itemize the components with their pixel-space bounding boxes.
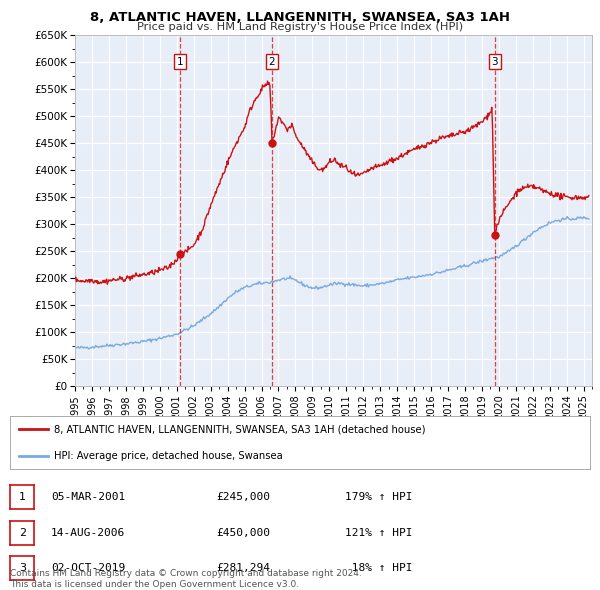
Text: 02-OCT-2019: 02-OCT-2019 bbox=[51, 563, 125, 573]
Text: 121% ↑ HPI: 121% ↑ HPI bbox=[345, 528, 413, 538]
Text: HPI: Average price, detached house, Swansea: HPI: Average price, detached house, Swan… bbox=[53, 451, 283, 461]
Text: This data is licensed under the Open Government Licence v3.0.: This data is licensed under the Open Gov… bbox=[10, 579, 299, 589]
Text: 2: 2 bbox=[19, 528, 26, 538]
Text: 3: 3 bbox=[491, 57, 498, 67]
Text: 18% ↑ HPI: 18% ↑ HPI bbox=[345, 563, 413, 573]
Text: £245,000: £245,000 bbox=[216, 492, 270, 502]
Text: 179% ↑ HPI: 179% ↑ HPI bbox=[345, 492, 413, 502]
Text: 2: 2 bbox=[269, 57, 275, 67]
Text: £450,000: £450,000 bbox=[216, 528, 270, 538]
Text: 8, ATLANTIC HAVEN, LLANGENNITH, SWANSEA, SA3 1AH: 8, ATLANTIC HAVEN, LLANGENNITH, SWANSEA,… bbox=[90, 11, 510, 24]
Text: 3: 3 bbox=[19, 563, 26, 573]
Text: 05-MAR-2001: 05-MAR-2001 bbox=[51, 492, 125, 502]
Text: 14-AUG-2006: 14-AUG-2006 bbox=[51, 528, 125, 538]
Text: Price paid vs. HM Land Registry's House Price Index (HPI): Price paid vs. HM Land Registry's House … bbox=[137, 22, 463, 32]
Text: £281,294: £281,294 bbox=[216, 563, 270, 573]
Text: 1: 1 bbox=[19, 492, 26, 502]
Text: 8, ATLANTIC HAVEN, LLANGENNITH, SWANSEA, SA3 1AH (detached house): 8, ATLANTIC HAVEN, LLANGENNITH, SWANSEA,… bbox=[53, 424, 425, 434]
Text: 1: 1 bbox=[176, 57, 183, 67]
Text: Contains HM Land Registry data © Crown copyright and database right 2024.: Contains HM Land Registry data © Crown c… bbox=[10, 569, 362, 578]
